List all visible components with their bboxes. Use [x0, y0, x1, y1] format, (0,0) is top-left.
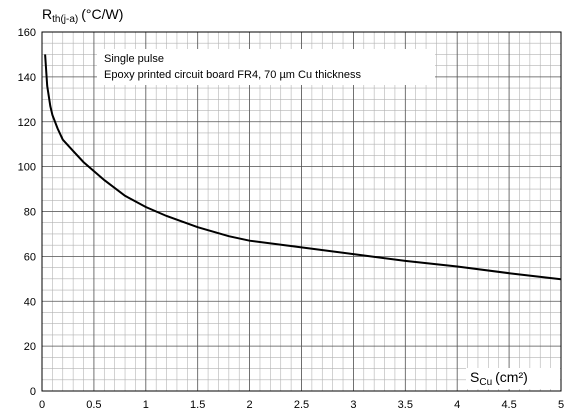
plot-frame [41, 31, 562, 392]
x-tick-labels: 0 0.5 1 1.5 2 2.5 3 3.5 4 4.5 5 [39, 399, 564, 411]
x-tick-label: 0 [39, 399, 45, 411]
y-tick-label: 60 [24, 251, 36, 263]
y-axis-label-unit: (°C/W) [81, 6, 123, 22]
x-tick-label: 1 [143, 399, 149, 411]
y-tick-label: 40 [24, 296, 36, 308]
x-axis-label-background [466, 368, 560, 389]
y-tick-label: 120 [18, 117, 36, 129]
x-axis-label-main: S [470, 369, 479, 385]
x-tick-label: 5 [558, 399, 564, 411]
y-tick-label: 20 [24, 341, 36, 353]
annotation-line-2: Epoxy printed circuit board FR4, 70 µm C… [104, 69, 362, 81]
y-tick-labels: 0 20 40 60 80 100 120 140 160 [18, 27, 36, 398]
annotation-line-1: Single pulse [104, 53, 164, 65]
series-line [44, 54, 562, 281]
y-tick-label: 140 [18, 72, 36, 84]
x-tick-label: 3.5 [398, 399, 413, 411]
x-tick-label: 2 [247, 399, 253, 411]
x-axis-label-sub: Cu [479, 377, 492, 388]
y-tick-label: 160 [18, 27, 36, 39]
y-axis-label-main: R [42, 6, 52, 22]
x-axis-label-unit: (cm²) [495, 369, 528, 385]
annotation-box: Single pulse Epoxy printed circuit board… [97, 49, 435, 85]
y-tick-label: 80 [24, 207, 36, 219]
x-tick-label: 2.5 [294, 399, 309, 411]
x-tick-label: 4.5 [501, 399, 516, 411]
major-grid [41, 31, 562, 392]
x-tick-label: 1.5 [190, 399, 205, 411]
x-tick-label: 3 [350, 399, 356, 411]
x-tick-label: 4 [454, 399, 460, 411]
y-tick-label: 0 [30, 386, 36, 398]
y-axis-label-sub: th(j-a) [52, 14, 78, 25]
x-axis-label-group: SCu (cm²) [466, 368, 560, 389]
annotation-background [97, 49, 435, 85]
y-axis-label: Rth(j-a) (°C/W) [42, 6, 123, 25]
y-tick-label: 100 [18, 162, 36, 174]
x-tick-label: 0.5 [86, 399, 101, 411]
x-axis-label: SCu (cm²) [470, 369, 528, 388]
